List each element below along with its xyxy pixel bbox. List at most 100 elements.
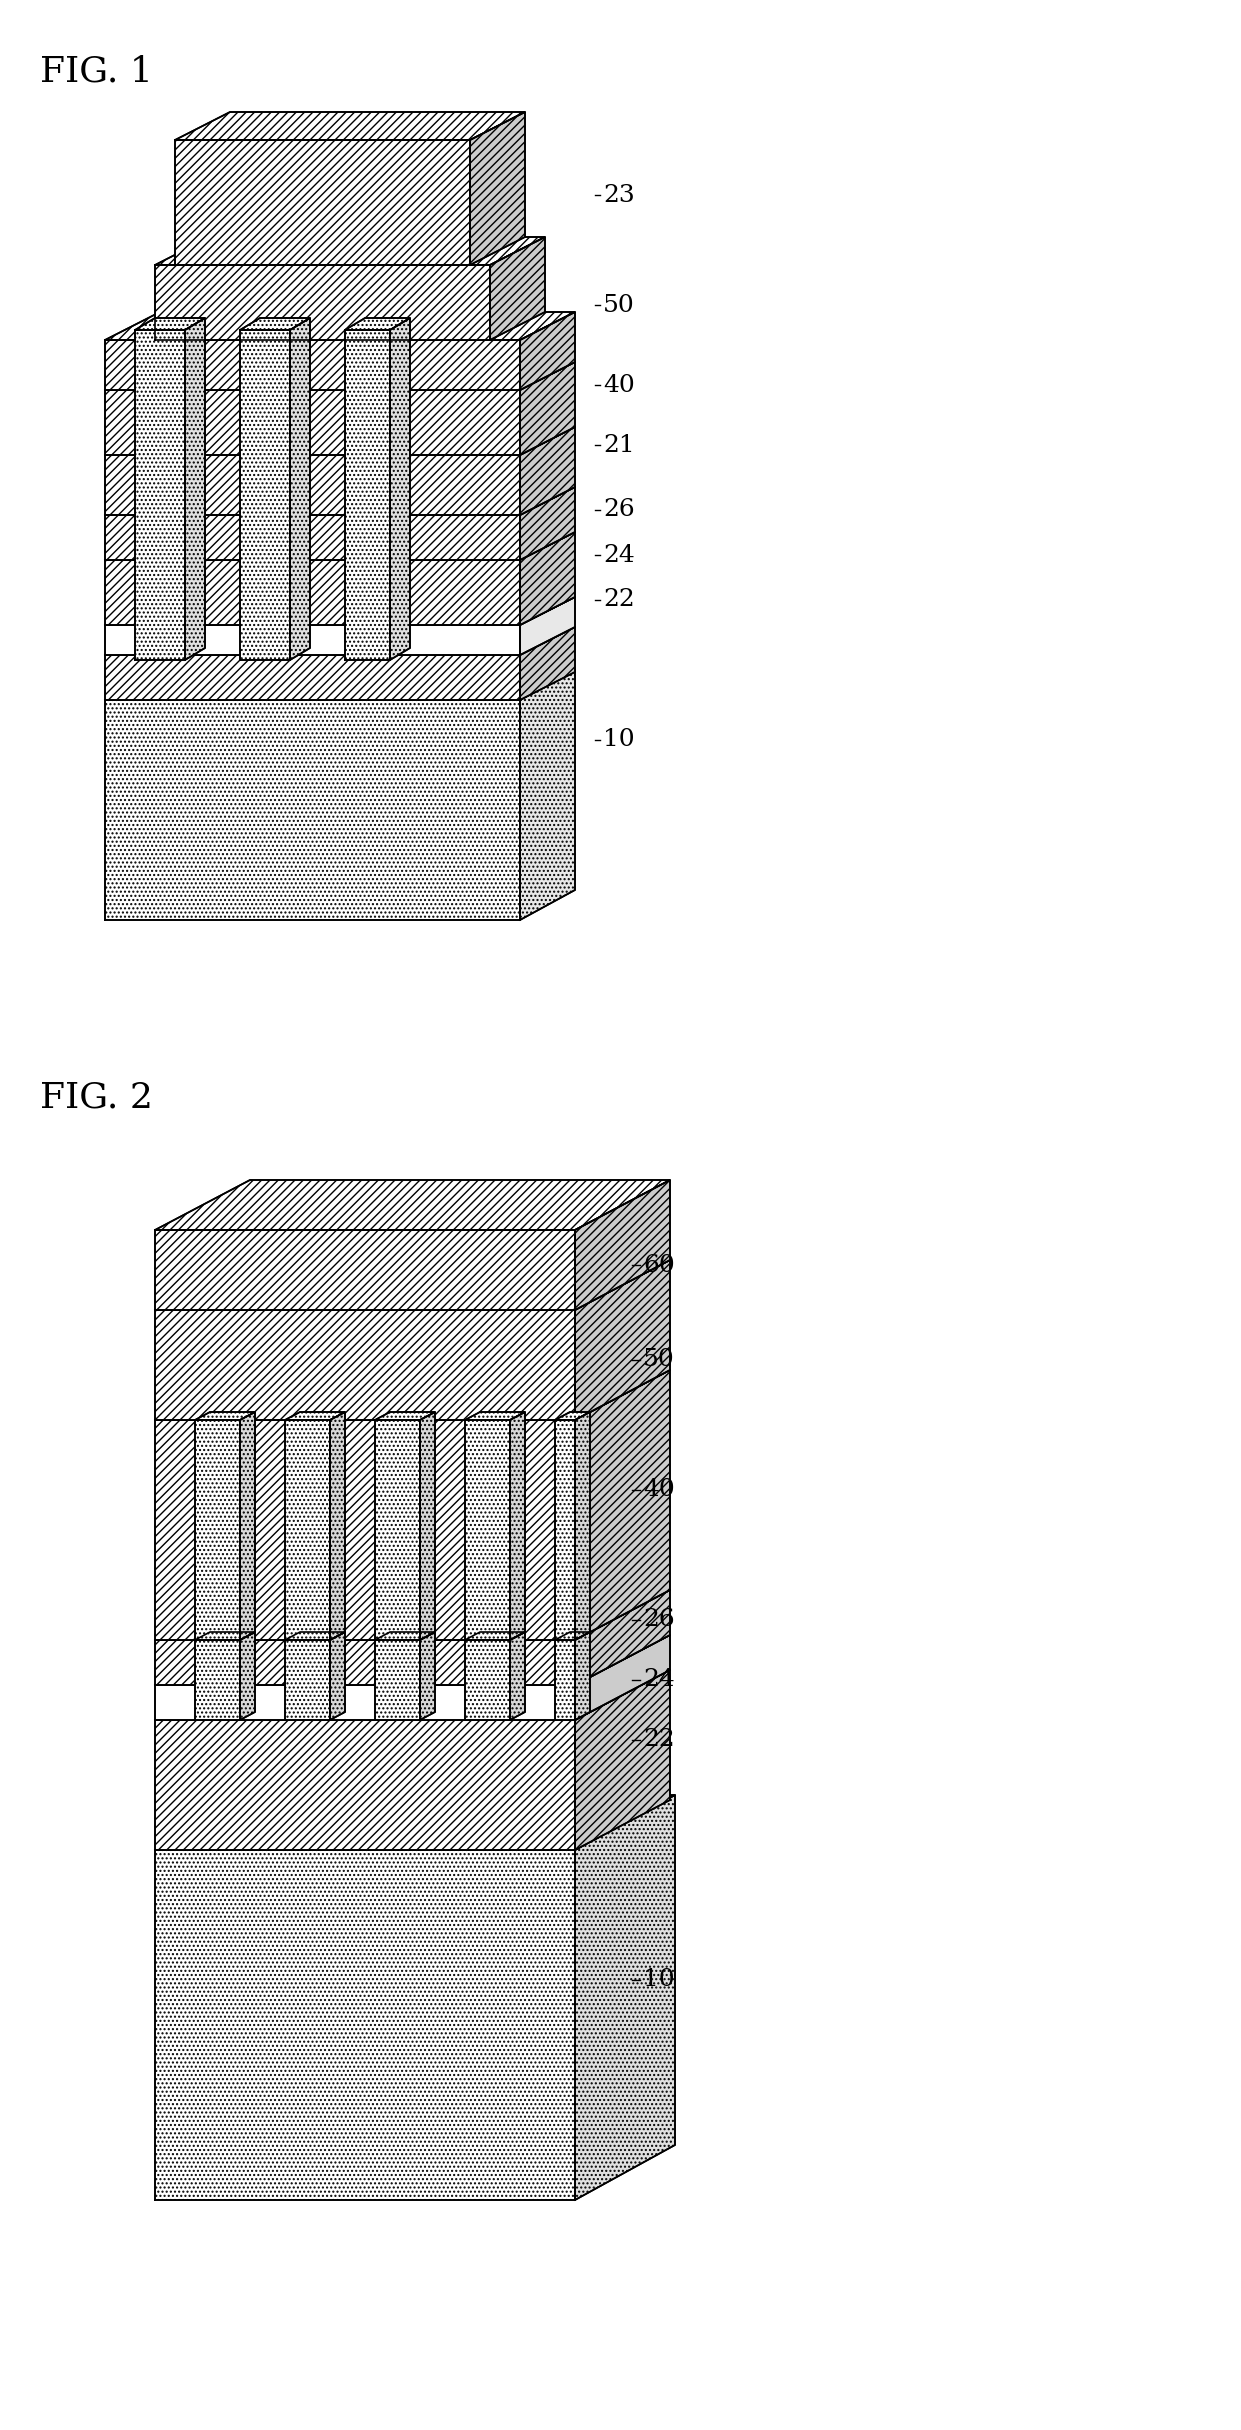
Text: 21: 21 <box>603 433 634 457</box>
Polygon shape <box>155 1635 670 1684</box>
Text: 23: 23 <box>603 185 634 207</box>
Polygon shape <box>105 515 520 559</box>
Polygon shape <box>520 598 575 656</box>
Polygon shape <box>285 1640 330 1720</box>
Polygon shape <box>240 1412 254 1640</box>
Polygon shape <box>510 1412 525 1640</box>
Polygon shape <box>419 1412 436 1640</box>
Polygon shape <box>240 330 290 661</box>
Polygon shape <box>465 1640 510 1720</box>
Polygon shape <box>155 1261 670 1310</box>
Polygon shape <box>285 1419 330 1640</box>
Text: 40: 40 <box>643 1477 675 1502</box>
Polygon shape <box>155 1230 575 1310</box>
Polygon shape <box>105 428 575 454</box>
Polygon shape <box>105 532 575 559</box>
Text: FIG. 2: FIG. 2 <box>40 1079 153 1113</box>
Polygon shape <box>105 559 520 625</box>
Polygon shape <box>195 1633 254 1640</box>
Polygon shape <box>375 1633 436 1640</box>
Polygon shape <box>510 1633 525 1720</box>
Text: 24: 24 <box>603 544 634 566</box>
Polygon shape <box>135 330 185 661</box>
Polygon shape <box>520 311 575 389</box>
Text: 26: 26 <box>643 1609 675 1631</box>
Polygon shape <box>520 671 575 921</box>
Polygon shape <box>520 362 575 454</box>
Polygon shape <box>155 1640 575 1684</box>
Polygon shape <box>575 1589 670 1684</box>
Polygon shape <box>195 1419 240 1640</box>
Text: 10: 10 <box>643 1968 675 1993</box>
Polygon shape <box>105 625 520 656</box>
Polygon shape <box>465 1412 525 1419</box>
Polygon shape <box>155 1796 675 1849</box>
Polygon shape <box>345 330 390 661</box>
Polygon shape <box>285 1633 345 1640</box>
Polygon shape <box>155 1589 670 1640</box>
Polygon shape <box>285 1412 345 1419</box>
Polygon shape <box>419 1633 436 1720</box>
Polygon shape <box>155 1310 575 1419</box>
Polygon shape <box>105 700 520 921</box>
Polygon shape <box>575 1669 670 1849</box>
Polygon shape <box>575 1633 589 1720</box>
Polygon shape <box>555 1640 575 1720</box>
Polygon shape <box>195 1412 254 1419</box>
Text: 24: 24 <box>643 1669 675 1691</box>
Polygon shape <box>575 1181 670 1310</box>
Polygon shape <box>555 1412 589 1419</box>
Polygon shape <box>575 1261 670 1419</box>
Polygon shape <box>175 112 525 141</box>
Polygon shape <box>155 1669 670 1720</box>
Polygon shape <box>240 318 310 330</box>
Polygon shape <box>155 238 545 265</box>
Polygon shape <box>105 671 575 700</box>
Text: 40: 40 <box>603 374 634 396</box>
Text: FIG. 1: FIG. 1 <box>40 56 153 90</box>
Polygon shape <box>105 311 575 340</box>
Polygon shape <box>105 340 520 389</box>
Polygon shape <box>375 1640 419 1720</box>
Polygon shape <box>105 454 520 515</box>
Text: 10: 10 <box>603 729 634 751</box>
Polygon shape <box>290 318 310 661</box>
Polygon shape <box>465 1633 525 1640</box>
Polygon shape <box>575 1796 675 2199</box>
Text: 60: 60 <box>643 1254 675 1276</box>
Text: 50: 50 <box>603 294 634 316</box>
Polygon shape <box>555 1419 575 1640</box>
Polygon shape <box>330 1633 345 1720</box>
Polygon shape <box>465 1419 510 1640</box>
Polygon shape <box>155 1849 575 2199</box>
Polygon shape <box>105 362 575 389</box>
Polygon shape <box>470 112 525 265</box>
Text: 22: 22 <box>643 1728 675 1752</box>
Polygon shape <box>555 1633 589 1640</box>
Polygon shape <box>155 1181 670 1230</box>
Polygon shape <box>375 1412 436 1419</box>
Polygon shape <box>105 598 575 625</box>
Polygon shape <box>155 1720 575 1849</box>
Polygon shape <box>155 1684 575 1720</box>
Polygon shape <box>330 1412 345 1640</box>
Text: 26: 26 <box>603 498 634 522</box>
Polygon shape <box>520 428 575 515</box>
Polygon shape <box>105 627 575 656</box>
Polygon shape <box>520 627 575 700</box>
Polygon shape <box>520 486 575 559</box>
Polygon shape <box>175 141 470 265</box>
Polygon shape <box>345 318 410 330</box>
Polygon shape <box>490 238 545 340</box>
Text: 22: 22 <box>603 588 634 612</box>
Polygon shape <box>575 1412 589 1640</box>
Polygon shape <box>155 1371 670 1419</box>
Polygon shape <box>375 1419 419 1640</box>
Polygon shape <box>240 1633 254 1720</box>
Polygon shape <box>155 265 490 340</box>
Polygon shape <box>520 532 575 625</box>
Polygon shape <box>185 318 205 661</box>
Polygon shape <box>105 486 575 515</box>
Text: 50: 50 <box>643 1349 675 1371</box>
Polygon shape <box>575 1635 670 1720</box>
